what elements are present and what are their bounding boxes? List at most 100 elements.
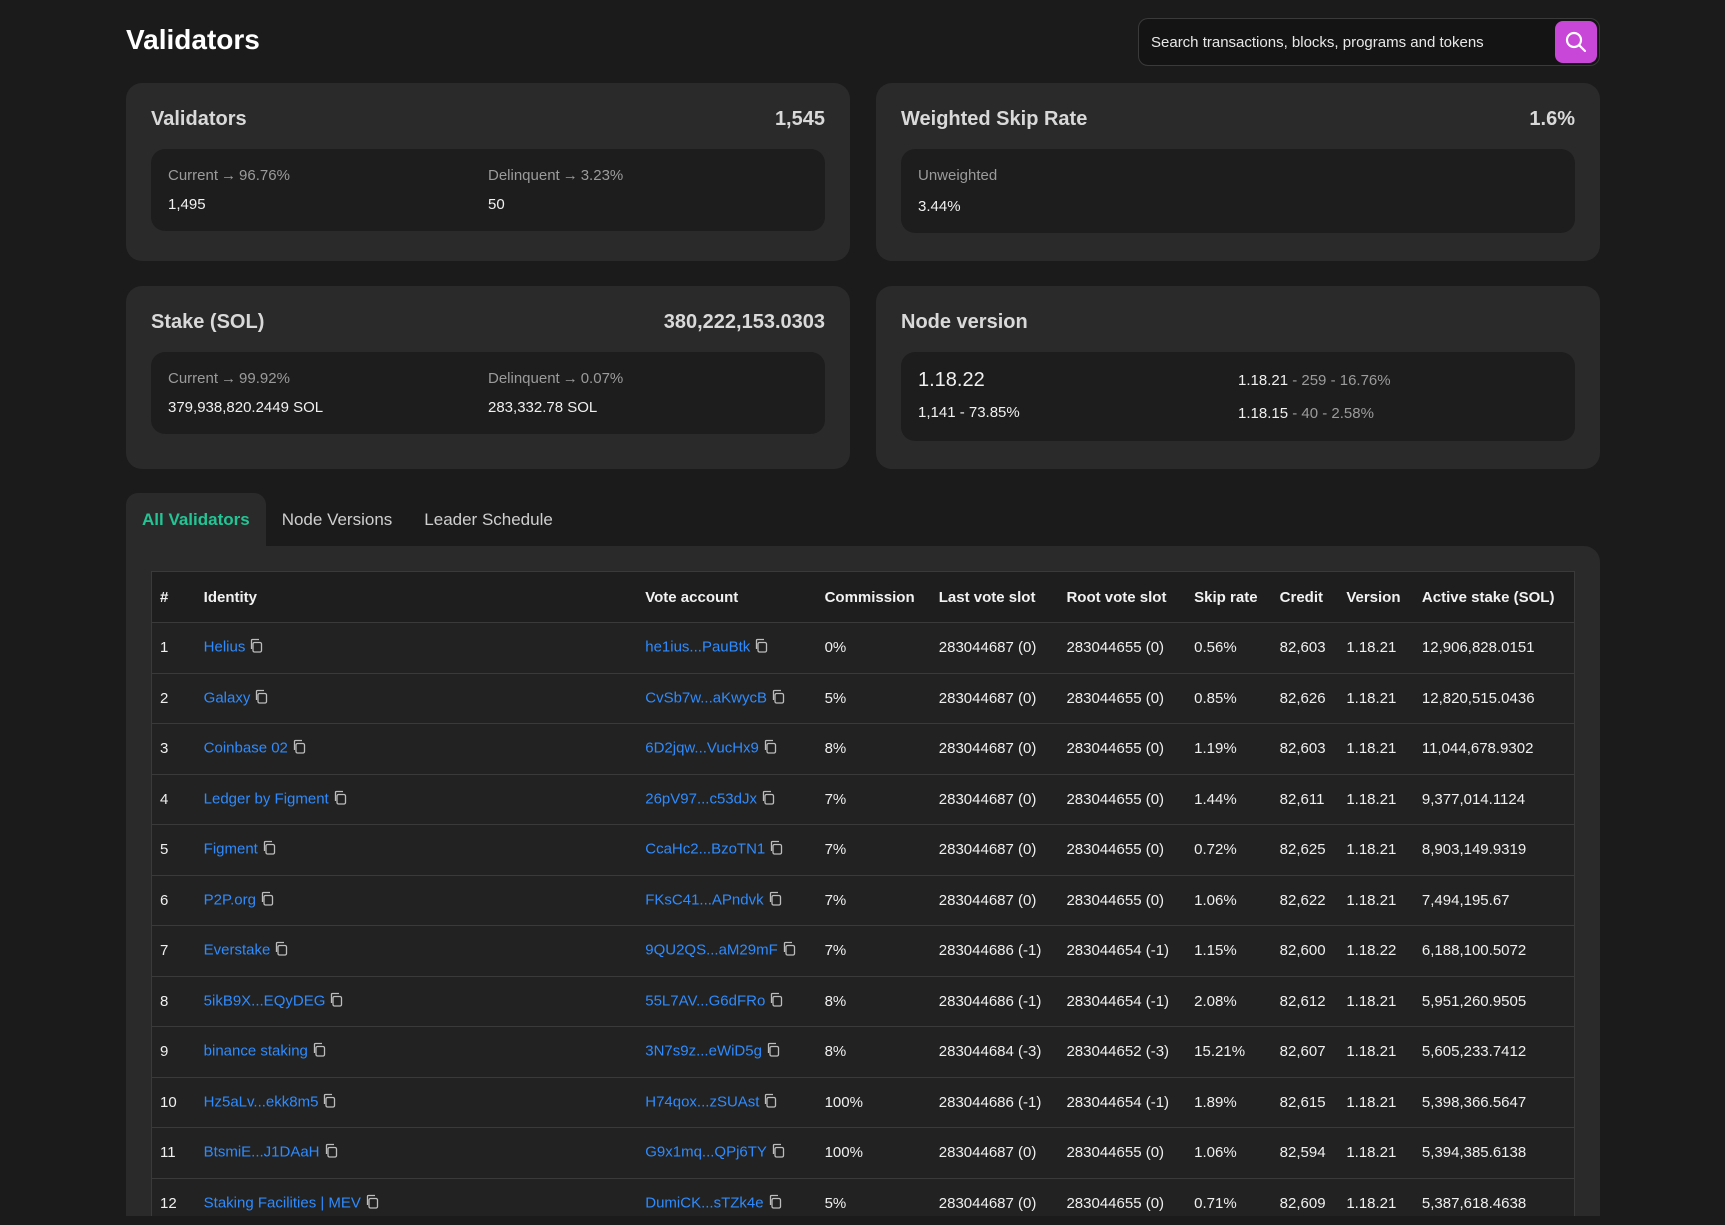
copy-icon[interactable]: [782, 941, 796, 960]
copy-icon[interactable]: [274, 941, 288, 960]
vote-account-link[interactable]: FKsC41...APndvk: [645, 891, 764, 909]
identity-link[interactable]: P2P.org: [203, 891, 256, 909]
search-button[interactable]: [1555, 21, 1597, 63]
column-header[interactable]: Skip rate: [1194, 588, 1258, 606]
n-cell: 9: [151, 1026, 196, 1077]
vote-account-link[interactable]: he1ius...PauBtk: [645, 638, 751, 656]
tab-leader-schedule[interactable]: Leader Schedule: [424, 509, 553, 529]
table-row[interactable]: 7 Everstake 9QU2QS...aM29mF 7% 283044686 (-1…: [151, 925, 1575, 976]
table-row[interactable]: 6 P2P.org FKsC41...APndvk 7% 283044687 (0) 28…: [151, 874, 1575, 926]
identity-link[interactable]: Staking Facilities | MEV: [203, 1194, 361, 1212]
copy-icon[interactable]: [329, 992, 343, 1011]
version-cell: 1.18.21: [1338, 1076, 1414, 1128]
copy-icon[interactable]: [761, 790, 775, 809]
copy-icon[interactable]: [322, 1093, 336, 1112]
column-header[interactable]: Commission: [824, 588, 915, 606]
validators-breakdown: Current → 96.76% 1,495 Delinquent → 3.23% 50: [151, 149, 825, 231]
identity-link[interactable]: Coinbase 02: [203, 739, 288, 757]
identity-link[interactable]: BtsmiE...J1DAaH: [203, 1143, 320, 1161]
skip-cell: 2.08%: [1186, 975, 1272, 1027]
vote-account-link[interactable]: G9x1mq...QPj6TY: [645, 1143, 767, 1161]
table-row[interactable]: 3 Coinbase 02 6D2jqw...VucHx9 8% 283044687 (…: [151, 723, 1575, 774]
search-input[interactable]: [1139, 33, 1555, 51]
copy-icon[interactable]: [254, 689, 268, 708]
stake-cell: 5,605,233.7412: [1413, 1026, 1575, 1077]
table-row[interactable]: 11 BtsmiE...J1DAaH G9x1mq...QPj6TY 100% 2830…: [151, 1127, 1575, 1178]
copy-icon[interactable]: [763, 739, 777, 758]
copy-icon[interactable]: [769, 992, 783, 1011]
copy-icon[interactable]: [333, 790, 347, 809]
identity-link[interactable]: Figment: [203, 840, 258, 858]
copy-icon[interactable]: [768, 891, 782, 910]
identity-link[interactable]: Helius: [203, 638, 246, 656]
column-header[interactable]: Vote account: [645, 588, 739, 606]
vote-account-link[interactable]: DumiCK...sTZk4e: [645, 1194, 764, 1212]
stake-cell: 5,394,385.6138: [1413, 1127, 1575, 1178]
copy-icon[interactable]: [292, 739, 306, 758]
table-row[interactable]: 10 Hz5aLv...ekk8m5 H74qox...zSUAst 100% 2830…: [151, 1076, 1575, 1128]
table-row[interactable]: 12 Staking Facilities | MEV DumiCK...sTZk4…: [151, 1177, 1575, 1216]
identity-link[interactable]: Galaxy: [203, 689, 251, 707]
vote-account-cell: 55L7AV...G6dFRo: [637, 975, 817, 1027]
copy-icon[interactable]: [766, 1042, 780, 1061]
vote-account-link[interactable]: CcaHc2...BzoTN1: [645, 840, 766, 858]
vote-account-link[interactable]: 26pV97...c53dJx: [645, 790, 757, 808]
column-header[interactable]: Root vote slot: [1066, 588, 1167, 606]
vote-account-link[interactable]: 3N7s9z...eWiD5g: [645, 1042, 762, 1060]
tab-all-validators[interactable]: All Validators: [126, 493, 266, 546]
copy-icon[interactable]: [768, 1194, 782, 1213]
copy-icon[interactable]: [262, 840, 276, 859]
copy-icon[interactable]: [249, 638, 263, 657]
vote-account-link[interactable]: CvSb7w...aKwycB: [645, 689, 767, 707]
credit-cell: 82,625: [1271, 824, 1339, 875]
root-cell: 283044654 (-1): [1058, 975, 1187, 1027]
copy-icon[interactable]: [260, 891, 274, 910]
copy-icon[interactable]: [769, 840, 783, 859]
n-cell: 6: [151, 874, 196, 926]
identity-link[interactable]: Everstake: [203, 941, 271, 959]
copy-icon[interactable]: [365, 1194, 379, 1213]
identity-link[interactable]: binance staking: [203, 1042, 308, 1060]
vote-account-cell: 26pV97...c53dJx: [637, 773, 817, 825]
copy-icon[interactable]: [324, 1143, 338, 1162]
column-header[interactable]: Credit: [1279, 588, 1323, 606]
table-row[interactable]: 9 binance staking 3N7s9z...eWiD5g 8% 2830446…: [151, 1026, 1575, 1077]
search-icon: [1565, 31, 1587, 53]
column-header[interactable]: Last vote slot: [938, 588, 1036, 606]
table-row[interactable]: 2 Galaxy CvSb7w...aKwycB 5% 283044687 (0) 283…: [151, 672, 1575, 724]
table-row[interactable]: 8 5ikB9X...EQyDEG 55L7AV...G6dFRo 8% 2830446…: [151, 975, 1575, 1027]
commission-cell: 8%: [816, 975, 931, 1027]
table-row[interactable]: 5 Figment CcaHc2...BzoTN1 7% 283044687 (0) 28…: [151, 824, 1575, 875]
table-row[interactable]: 4 Ledger by Figment 26pV97...c53dJx 7% 28304…: [151, 773, 1575, 825]
identity-link[interactable]: 5ikB9X...EQyDEG: [203, 992, 326, 1010]
identity-cell: Everstake: [195, 925, 638, 976]
copy-icon[interactable]: [754, 638, 768, 657]
card-title: Weighted Skip Rate: [901, 108, 1088, 130]
vote-account-link[interactable]: 55L7AV...G6dFRo: [645, 992, 766, 1010]
delinquent-value: 50: [488, 196, 505, 213]
last-cell: 283044687 (0): [930, 773, 1059, 825]
copy-icon[interactable]: [771, 1143, 785, 1162]
identity-link[interactable]: Hz5aLv...ekk8m5: [203, 1093, 319, 1111]
vote-account-link[interactable]: H74qox...zSUAst: [645, 1093, 760, 1111]
tab-node-versions[interactable]: Node Versions: [281, 509, 393, 529]
vote-account-link[interactable]: 6D2jqw...VucHx9: [645, 739, 759, 757]
version-cell: 1.18.21: [1338, 874, 1414, 926]
last-cell: 283044687 (0): [930, 824, 1059, 875]
copy-icon[interactable]: [763, 1093, 777, 1112]
vote-account-link[interactable]: 9QU2QS...aM29mF: [645, 941, 778, 959]
column-header[interactable]: Identity: [203, 588, 257, 606]
copy-icon[interactable]: [312, 1042, 326, 1061]
column-header[interactable]: Version: [1346, 588, 1401, 606]
column-header[interactable]: #: [160, 588, 169, 606]
version-cell: 1.18.21: [1338, 1127, 1414, 1178]
header: Validators: [126, 0, 1600, 83]
stake-cell: 8,903,149.9319: [1413, 824, 1575, 875]
card-title: Node version: [901, 311, 1028, 333]
table-row[interactable]: 1 Helius he1ius...PauBtk 0% 283044687 (0) 283…: [151, 622, 1575, 673]
column-header[interactable]: Active stake (SOL): [1421, 588, 1555, 606]
identity-link[interactable]: Ledger by Figment: [203, 790, 329, 808]
skip-cell: 1.15%: [1186, 925, 1272, 976]
identity-cell: Helius: [195, 622, 638, 673]
copy-icon[interactable]: [771, 689, 785, 708]
